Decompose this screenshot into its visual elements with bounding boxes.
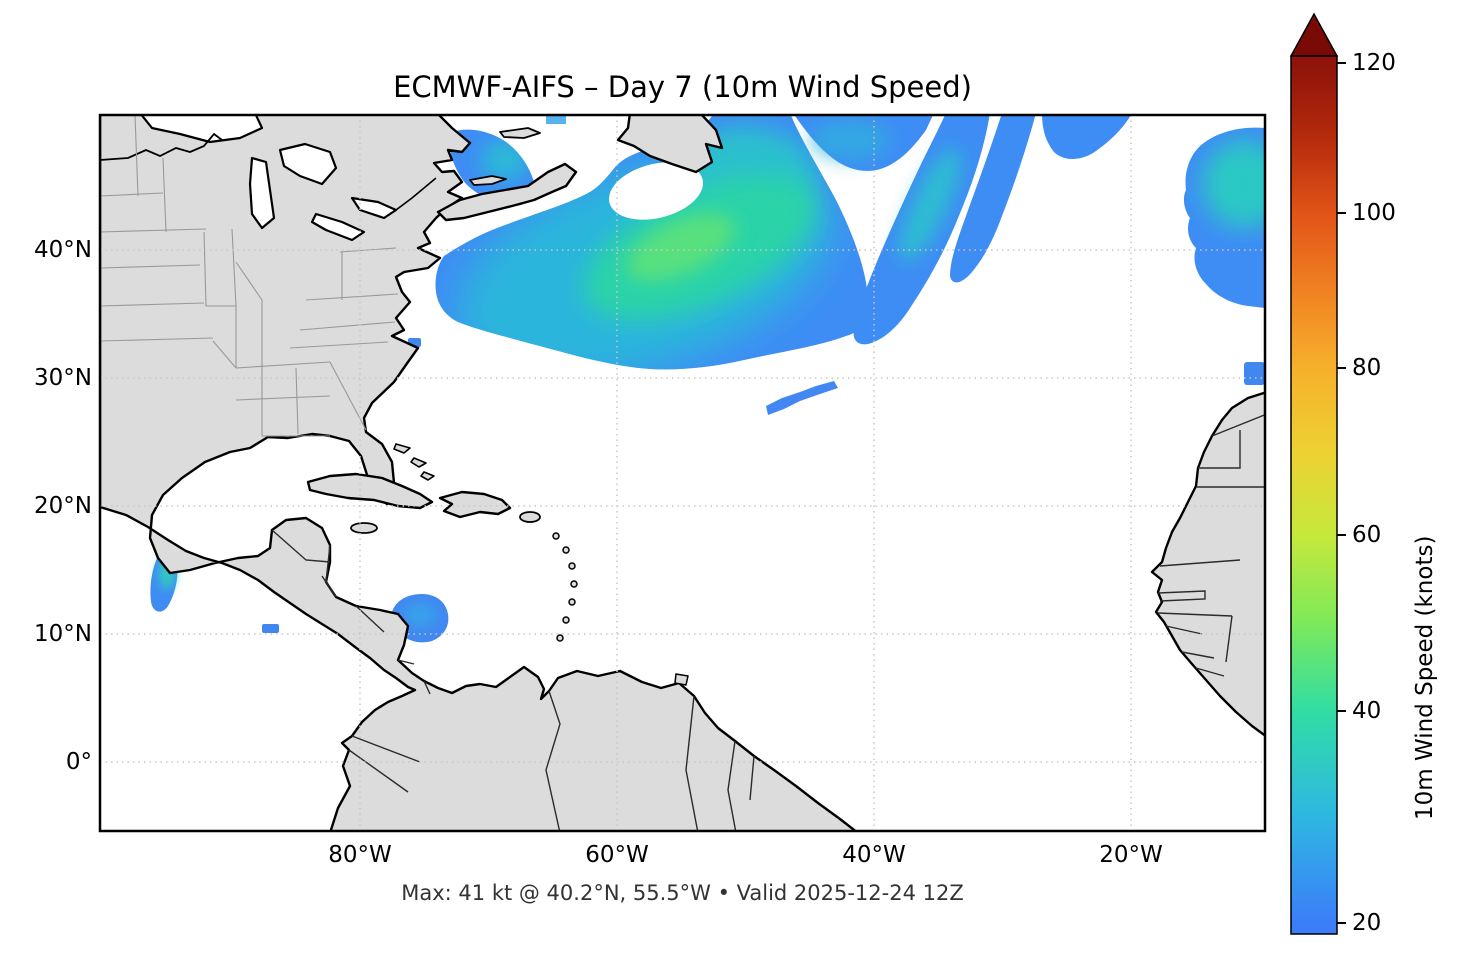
- newfoundland: [616, 115, 724, 174]
- y-tick-40n: 40°N: [34, 237, 92, 263]
- wind-top-sliver: [546, 115, 566, 124]
- land-layer: [100, 115, 1265, 831]
- chart-subtitle: Max: 41 kt @ 40.2°N, 55.5°W • Valid 2025…: [401, 881, 964, 905]
- wind-field-layer: [150, 115, 1265, 643]
- lake-michigan: [248, 156, 276, 230]
- cbar-tick-100: 100: [1352, 200, 1396, 226]
- st-lawrence-river: [395, 177, 437, 211]
- cuba: [306, 472, 434, 510]
- west-africa: [1150, 391, 1265, 738]
- hispaniola: [438, 490, 512, 519]
- jamaica: [350, 522, 378, 534]
- colorbar-gradient: [1290, 55, 1338, 935]
- nova-scotia: [436, 162, 578, 222]
- lake-huron: [278, 142, 338, 186]
- x-tick-20w: 20°W: [1099, 842, 1163, 868]
- us-state-borders: [100, 115, 399, 437]
- y-tick-10n: 10°N: [34, 621, 92, 647]
- x-tick-60w: 60°W: [585, 842, 649, 868]
- cbar-tick-40: 40: [1352, 698, 1382, 724]
- canada-us-border: [100, 132, 223, 161]
- y-tick-30n: 30°N: [34, 365, 92, 391]
- great-lakes: [140, 115, 398, 242]
- wind-papagayo-speck: [262, 624, 279, 633]
- gridlines: [100, 115, 1265, 831]
- y-tick-20n: 20°N: [34, 493, 92, 519]
- colorbar-axis-label: 10m Wind Speed (knots): [1412, 535, 1438, 820]
- lesser-antilles: [552, 532, 689, 686]
- plot-frame: [98, 113, 1267, 833]
- wind-east-edge-speck: [1244, 362, 1265, 385]
- y-tick-0: 0°: [65, 749, 92, 775]
- bahamas: [393, 443, 435, 481]
- lake-erie: [310, 212, 366, 242]
- prince-edward-island: [469, 175, 507, 186]
- colorbar: [1289, 12, 1346, 935]
- cbar-tick-80: 80: [1352, 355, 1382, 381]
- wind-subtropical-streak: [766, 381, 838, 415]
- cbar-tick-120: 120: [1352, 50, 1396, 76]
- colorbar-extend-arrow: [1289, 12, 1339, 57]
- chart-title: ECMWF-AIFS – Day 7 (10m Wind Speed): [393, 70, 972, 104]
- lake-ontario: [350, 196, 398, 220]
- cbar-tick-20: 20: [1352, 910, 1382, 936]
- anticosti-island: [499, 127, 541, 139]
- trinidad: [674, 673, 689, 686]
- cbar-tick-60: 60: [1352, 522, 1382, 548]
- colorbar-tick-marks: [1337, 62, 1346, 924]
- wind-far-right-band: [1042, 115, 1131, 159]
- x-tick-80w: 80°W: [328, 842, 392, 868]
- x-tick-40w: 40°W: [842, 842, 906, 868]
- wind-right-band: [950, 115, 1036, 283]
- wind-calm-hole: [608, 162, 704, 220]
- puerto-rico: [519, 511, 541, 523]
